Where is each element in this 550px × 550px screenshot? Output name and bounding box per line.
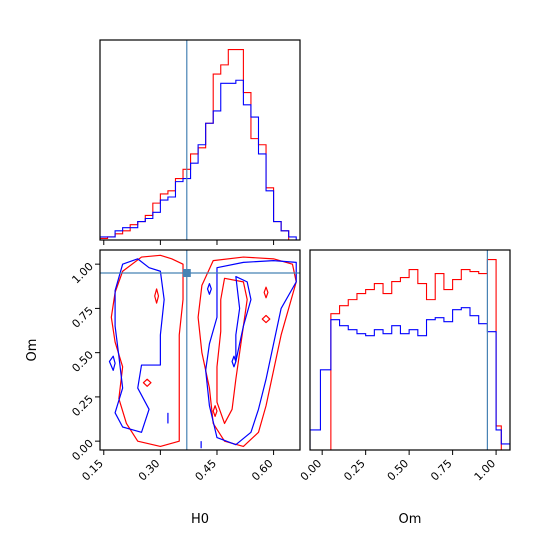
- h0-axis-label: H0: [191, 512, 209, 527]
- joint-frame: [99, 249, 301, 451]
- joint-x-ticks: 0.15 0.30 0.45 0.60: [79, 450, 276, 484]
- contour-0-1: [197, 256, 297, 448]
- om-hist-line-0: [310, 258, 510, 450]
- h0-marginal-panel: [99, 39, 301, 245]
- contour-0-0: [110, 254, 184, 448]
- om-marginal-x-ticks: 0.00 0.25 0.50 0.75 1.00: [298, 450, 498, 483]
- contour-1-4: [206, 283, 212, 295]
- joint-x-tick-label-3: 0.60: [249, 457, 276, 484]
- joint-y-tick-label-0: 0.00: [69, 437, 96, 464]
- om-axis-label-bottom: Om: [399, 512, 422, 527]
- contour-0-3: [154, 288, 160, 304]
- contour-1-2: [235, 275, 252, 363]
- contour-1-1: [205, 260, 297, 446]
- h0-histogram-series: [100, 48, 297, 240]
- om-x-tick-label-4: 1.00: [472, 457, 499, 484]
- contour-0-4: [263, 286, 269, 299]
- om-x-tick-label-0: 0.00: [298, 457, 325, 484]
- om-hist-line-1: [310, 307, 510, 450]
- contour-0-6: [142, 378, 152, 387]
- om-marginal-panel: 0.00 0.25 0.50 0.75 1.00 Om: [298, 249, 511, 527]
- joint-x-tick-label-0: 0.15: [79, 457, 106, 484]
- joint-contour-series: [108, 254, 297, 449]
- joint-reference-point-group: [100, 250, 300, 450]
- joint-x-tick-label-2: 0.45: [193, 457, 220, 484]
- joint-x-tick-label-1: 0.30: [136, 457, 163, 484]
- h0-marginal-x-ticks: [103, 240, 275, 245]
- joint-panel: 0.15 0.30 0.45 0.60 0.00 0.25 0.50 0.75 1.00 H0…: [25, 249, 301, 527]
- contour-0-5: [261, 314, 271, 324]
- h0-marginal-frame: [99, 39, 301, 241]
- contour-0-2: [216, 277, 248, 425]
- om-axis-label-left: Om: [25, 339, 40, 362]
- joint-y-ticks: 0.00 0.25 0.50 0.75 1.00: [69, 260, 100, 464]
- contour-1-0: [114, 258, 165, 433]
- joint-y-tick-label-2: 0.50: [69, 348, 96, 375]
- om-x-tick-label-1: 0.25: [341, 457, 368, 484]
- om-x-tick-label-2: 0.50: [385, 457, 412, 484]
- h0-hist-line-1: [100, 79, 297, 240]
- contour-1-3: [108, 355, 116, 371]
- joint-y-tick-label-4: 1.00: [69, 260, 96, 287]
- joint-y-tick-label-1: 0.25: [69, 393, 96, 420]
- om-histogram-series: [310, 258, 510, 450]
- contour-1-5: [231, 355, 237, 368]
- contour-0-7: [212, 405, 218, 417]
- om-x-tick-label-3: 0.75: [428, 457, 455, 484]
- joint-y-tick-label-3: 0.75: [69, 304, 96, 331]
- joint-reference-marker: [182, 269, 191, 278]
- om-marginal-frame: [309, 249, 511, 451]
